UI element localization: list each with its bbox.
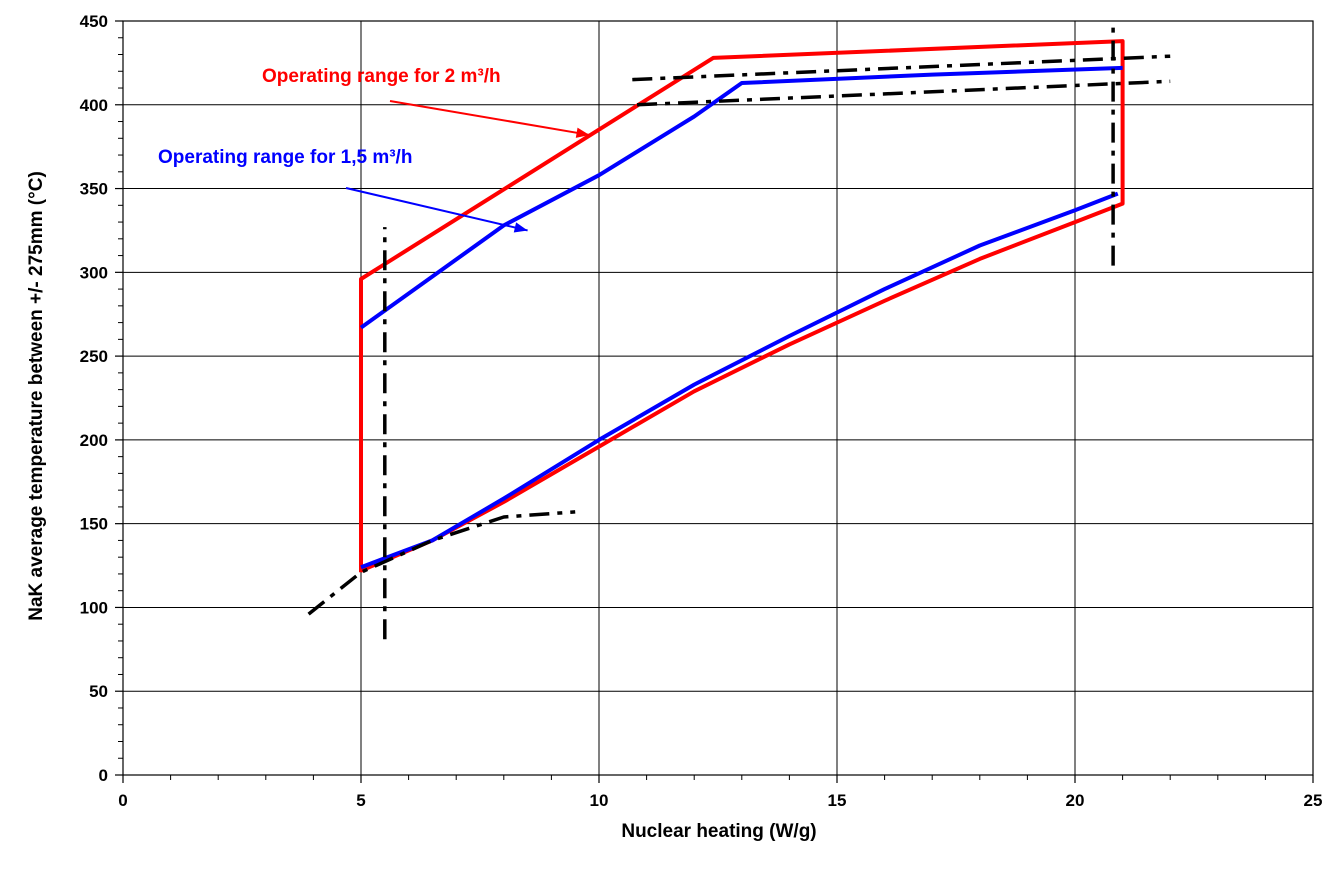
plot-frame xyxy=(122,20,1314,776)
y-tick-label: 50 xyxy=(89,682,108,701)
minor-ticks xyxy=(115,20,1314,783)
x-axis-label: Nuclear heating (W/g) xyxy=(621,821,816,842)
annotation-2m3h: Operating range for 2 m³/h xyxy=(262,66,501,87)
y-tick-label: 200 xyxy=(80,431,108,450)
series-line-2 xyxy=(360,191,1119,570)
x-tick-label: 20 xyxy=(1066,791,1085,810)
arrow-2m3h-head xyxy=(575,127,590,138)
y-tick-label: 250 xyxy=(80,347,108,366)
annotation-arrows xyxy=(345,100,590,233)
arrow-1-5m3h-shaft xyxy=(345,187,528,232)
grid xyxy=(122,20,1314,776)
y-tick-label: 150 xyxy=(80,515,108,534)
x-tick-label: 10 xyxy=(590,791,609,810)
y-tick-label: 0 xyxy=(99,766,108,785)
series-line-8 xyxy=(637,79,1171,107)
series-line-7 xyxy=(632,54,1171,82)
series-line-6 xyxy=(307,510,576,616)
y-tick-label: 300 xyxy=(80,263,108,282)
x-tick-label: 0 xyxy=(118,791,127,810)
arrow-2m3h-shaft xyxy=(389,100,590,136)
y-tick-label: 450 xyxy=(80,12,108,31)
y-tick-label: 400 xyxy=(80,96,108,115)
y-tick-labels: 0 50 100 150 200 250 300 350 400 450 xyxy=(80,12,108,785)
annotation-1-5m3h: Operating range for 1,5 m³/h xyxy=(158,147,412,168)
y-tick-label: 100 xyxy=(80,598,108,617)
x-tick-labels: 0 5 10 15 20 25 xyxy=(118,791,1322,810)
x-tick-label: 15 xyxy=(828,791,847,810)
arrow-1-5m3h-head xyxy=(513,222,528,233)
series-line-1 xyxy=(359,39,1125,573)
x-tick-label: 25 xyxy=(1304,791,1323,810)
y-tick-label: 350 xyxy=(80,180,108,199)
y-axis-label: NaK average temperature between +/- 275m… xyxy=(26,171,47,621)
series-layer xyxy=(307,21,1171,640)
series-line-3 xyxy=(359,65,1123,330)
x-tick-label: 5 xyxy=(356,791,365,810)
